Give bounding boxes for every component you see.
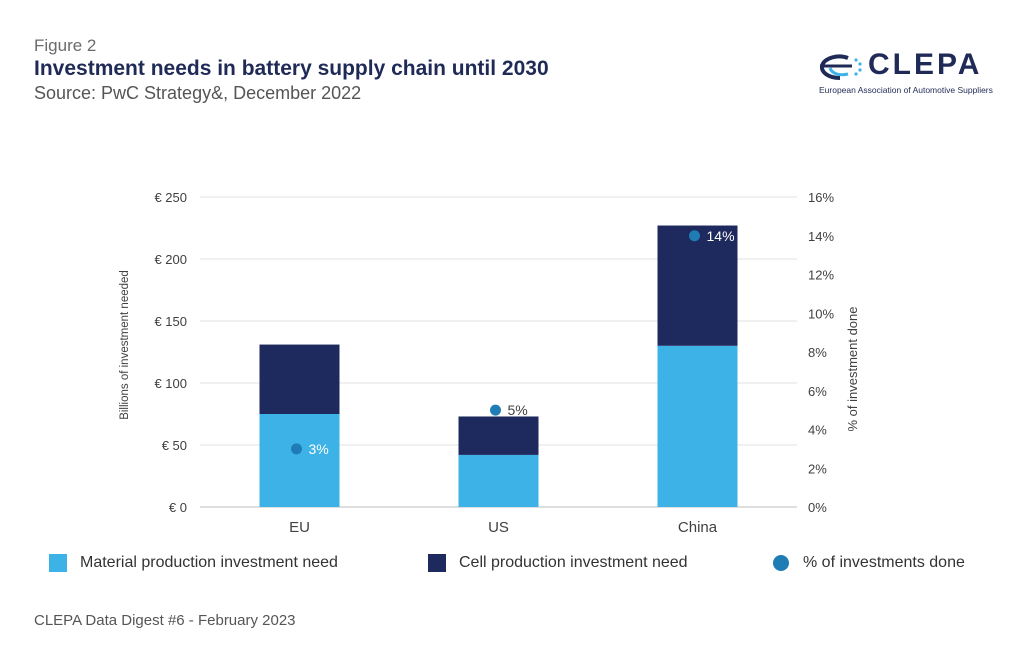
header: Figure 2 Investment needs in battery sup… xyxy=(34,36,549,104)
percent-label: 14% xyxy=(707,228,735,244)
percent-label: 5% xyxy=(508,402,528,418)
y-tick-label: € 100 xyxy=(154,376,187,391)
category-label: China xyxy=(678,519,718,536)
y-tick-label: € 150 xyxy=(154,314,187,329)
y2-tick-label: 12% xyxy=(808,268,834,283)
bar-cell xyxy=(458,416,539,455)
legend-item-material: Material production investment need xyxy=(49,552,338,574)
clepa-logo: CLEPA European Association of Automotive… xyxy=(818,48,993,96)
y-tick-label: € 200 xyxy=(154,252,187,267)
y2-axis-ticks: 0% 2% 4% 6% 8% 10% 12% 14% 16% xyxy=(808,190,834,515)
legend-swatch-cell xyxy=(428,554,446,572)
y2-tick-label: 10% xyxy=(808,306,834,321)
y-axis-title: Billions of investment needed xyxy=(119,270,131,420)
y2-tick-label: 4% xyxy=(808,423,827,438)
bar-cell xyxy=(259,344,340,414)
footer-note: CLEPA Data Digest #6 - February 2023 xyxy=(34,612,296,629)
y-tick-label: € 250 xyxy=(154,190,187,205)
percent-dot xyxy=(291,443,302,455)
y2-tick-label: 16% xyxy=(808,190,834,205)
category-labels: EU US China xyxy=(289,519,718,536)
percent-dot xyxy=(490,404,501,416)
legend-swatch-dots xyxy=(773,555,789,571)
bars xyxy=(259,225,738,507)
chart-source: Source: PwC Strategy&, December 2022 xyxy=(34,83,362,103)
chart-title: Investment needs in battery supply chain… xyxy=(34,57,549,80)
y2-tick-label: 8% xyxy=(808,345,827,360)
percent-dot xyxy=(689,230,700,242)
bar-material xyxy=(259,414,340,507)
y2-tick-label: 6% xyxy=(808,384,827,399)
category-label: US xyxy=(488,519,509,536)
y2-axis-title: % of investment done xyxy=(845,306,860,431)
y-axis-ticks: € 0 € 50 € 100 € 150 € 200 € 250 xyxy=(154,190,187,515)
y2-tick-label: 14% xyxy=(808,229,834,244)
legend-swatch-material xyxy=(49,554,67,572)
y-tick-label: € 50 xyxy=(162,438,187,453)
percent-dots: 3% 5% 14% xyxy=(291,228,735,457)
bar-cell xyxy=(657,225,738,346)
bar-material xyxy=(657,345,738,507)
bar-material xyxy=(458,454,539,507)
figure-label: Figure 2 xyxy=(34,36,97,55)
y2-tick-label: 2% xyxy=(808,461,827,476)
legend-label-cell: Cell production investment need xyxy=(459,554,688,571)
category-label: EU xyxy=(289,519,310,536)
y2-tick-label: 0% xyxy=(808,500,827,515)
logo-tagline: European Association of Automotive Suppl… xyxy=(819,85,993,95)
legend-label-dots: % of investments done xyxy=(803,554,965,571)
legend-label-material: Material production investment need xyxy=(80,554,338,571)
clepa-logo-mark-icon xyxy=(819,54,862,80)
legend-item-dots: % of investments done xyxy=(773,552,965,574)
legend-item-cell: Cell production investment need xyxy=(428,552,688,574)
logo-wordmark: CLEPA xyxy=(868,48,983,81)
percent-label: 3% xyxy=(309,441,329,457)
y-tick-label: € 0 xyxy=(169,500,187,515)
